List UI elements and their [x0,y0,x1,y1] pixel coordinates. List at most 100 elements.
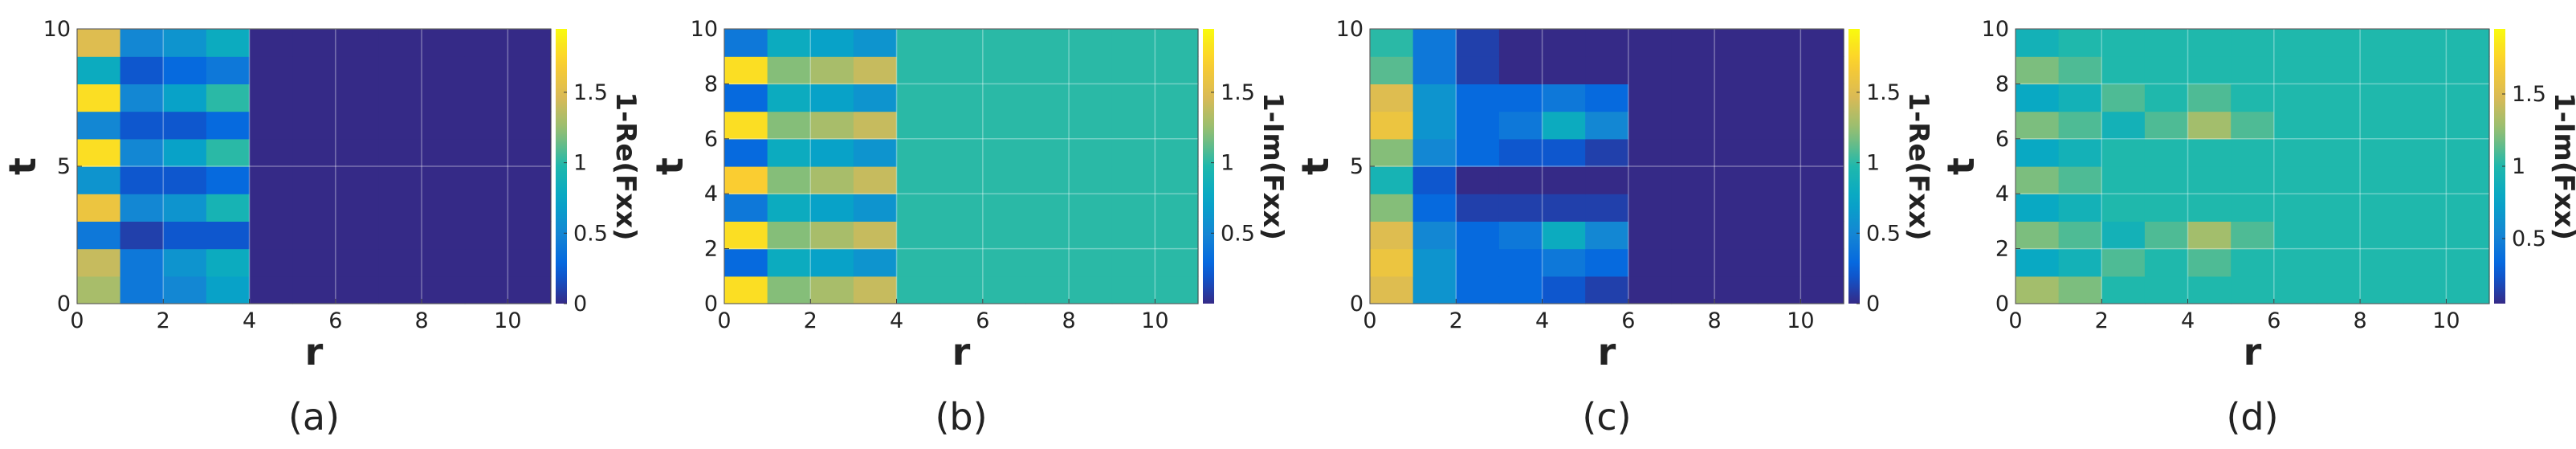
heatmap-cell [2446,166,2490,194]
heatmap-cell [1714,84,1759,112]
heatmap-cell [1628,56,1673,84]
heatmap-cell [378,138,422,167]
heatmap-cell [2144,276,2189,304]
heatmap-cell [77,194,121,222]
heatmap-cell [1542,111,1586,140]
heatmap-cell [810,194,854,222]
heatmap-cell [810,111,854,140]
heatmap-cell [77,221,121,250]
heatmap-cell [2231,138,2275,167]
heatmap-cell [1714,248,1759,277]
heatmap-cell [1585,194,1629,222]
heatmap-cell [2187,276,2232,304]
heatmap-cell [940,276,984,304]
heatmap-cell [1757,111,1801,140]
heatmap-cell [1111,56,1156,84]
heatmap-cell [163,56,207,84]
heatmap-cell [982,276,1027,304]
y-tick-label: 4 [1995,182,2009,206]
heatmap-cell [2231,221,2275,250]
colorbar-label: 1-Re(Fxx) [1902,92,1934,240]
heatmap-cell [2273,56,2318,84]
y-axis-label: t [1939,157,1983,175]
heatmap-cell [378,111,422,140]
heatmap-cell [77,248,121,277]
heatmap-cell [1757,138,1801,167]
heatmap-cell [940,221,984,250]
heatmap-cell [120,248,164,277]
heatmap-cell [2317,248,2361,277]
heatmap-cell [1498,84,1543,112]
heatmap-cell [2144,194,2189,222]
heatmap-cell [2101,194,2146,222]
heatmap-cell [1155,56,1199,84]
y-tick-label: 10 [1336,17,1363,42]
heatmap-cell [1585,84,1629,112]
x-tick-label: 4 [2181,308,2195,333]
heatmap-cell [1585,29,1629,57]
heatmap-cell [1025,29,1070,57]
heatmap-cell [206,221,251,250]
heatmap-cell [422,194,466,222]
heatmap-cell [1111,138,1156,167]
heatmap-cell [292,84,336,112]
heatmap-cell [249,84,293,112]
x-tick-label: 4 [890,308,903,333]
heatmap-cell [2360,29,2404,57]
heatmap-cell [422,29,466,57]
heatmap-cell [767,138,811,167]
heatmap-cell [1714,194,1759,222]
heatmap-cell [1069,84,1113,112]
heatmap-cell [1370,166,1414,194]
heatmap-cell [940,56,984,84]
y-tick-label: 10 [1982,17,2009,42]
heatmap-cell [1456,138,1500,167]
heatmap-cell [464,84,508,112]
x-tick-label: 0 [2008,308,2022,333]
heatmap-cell [1111,29,1156,57]
heatmap-cell [1069,194,1113,222]
heatmap-cell [2403,194,2447,222]
heatmap-cell [2058,221,2102,250]
heatmap-cell [2317,276,2361,304]
x-tick-label: 6 [328,308,342,333]
x-tick-label: 0 [1363,308,1376,333]
heatmap-cell [1370,84,1414,112]
heatmap-cell [1800,111,1844,140]
heatmap-cell [1498,111,1543,140]
heatmap-cell [507,138,552,167]
heatmap-cell [2360,221,2404,250]
heatmap-cell [2403,276,2447,304]
heatmap-cell [163,111,207,140]
heatmap-cell [724,166,768,194]
heatmap-cell [2101,166,2146,194]
heatmap-cell [249,56,293,84]
heatmap-cell [378,194,422,222]
heatmap-cell [335,56,380,84]
heatmap-cell [1111,248,1156,277]
x-axis-label: r [1598,330,1616,373]
heatmap-cell [1800,276,1844,304]
heatmap-cell [120,56,164,84]
heatmap-cell [2403,248,2447,277]
heatmap-cell [2317,56,2361,84]
heatmap-cell [810,56,854,84]
heatmap-cell [507,111,552,140]
heatmap-cell [1025,248,1070,277]
heatmap-cell [982,248,1027,277]
heatmap-cell [1671,138,1715,167]
colorbar-tick-label: 0.5 [1221,221,1255,246]
heatmap-cell [1111,166,1156,194]
heatmap-cell [2360,248,2404,277]
heatmap-cell [1757,84,1801,112]
heatmap-cell [724,56,768,84]
heatmap-cell [292,29,336,57]
heatmap-cell [1498,56,1543,84]
heatmap-cell [1412,111,1457,140]
heatmap-cell [1155,221,1199,250]
heatmap-cell [982,166,1027,194]
heatmap-cell [422,111,466,140]
heatmap-cell [378,276,422,304]
heatmap-cell [1412,29,1457,57]
heatmap-cell [2016,248,2060,277]
